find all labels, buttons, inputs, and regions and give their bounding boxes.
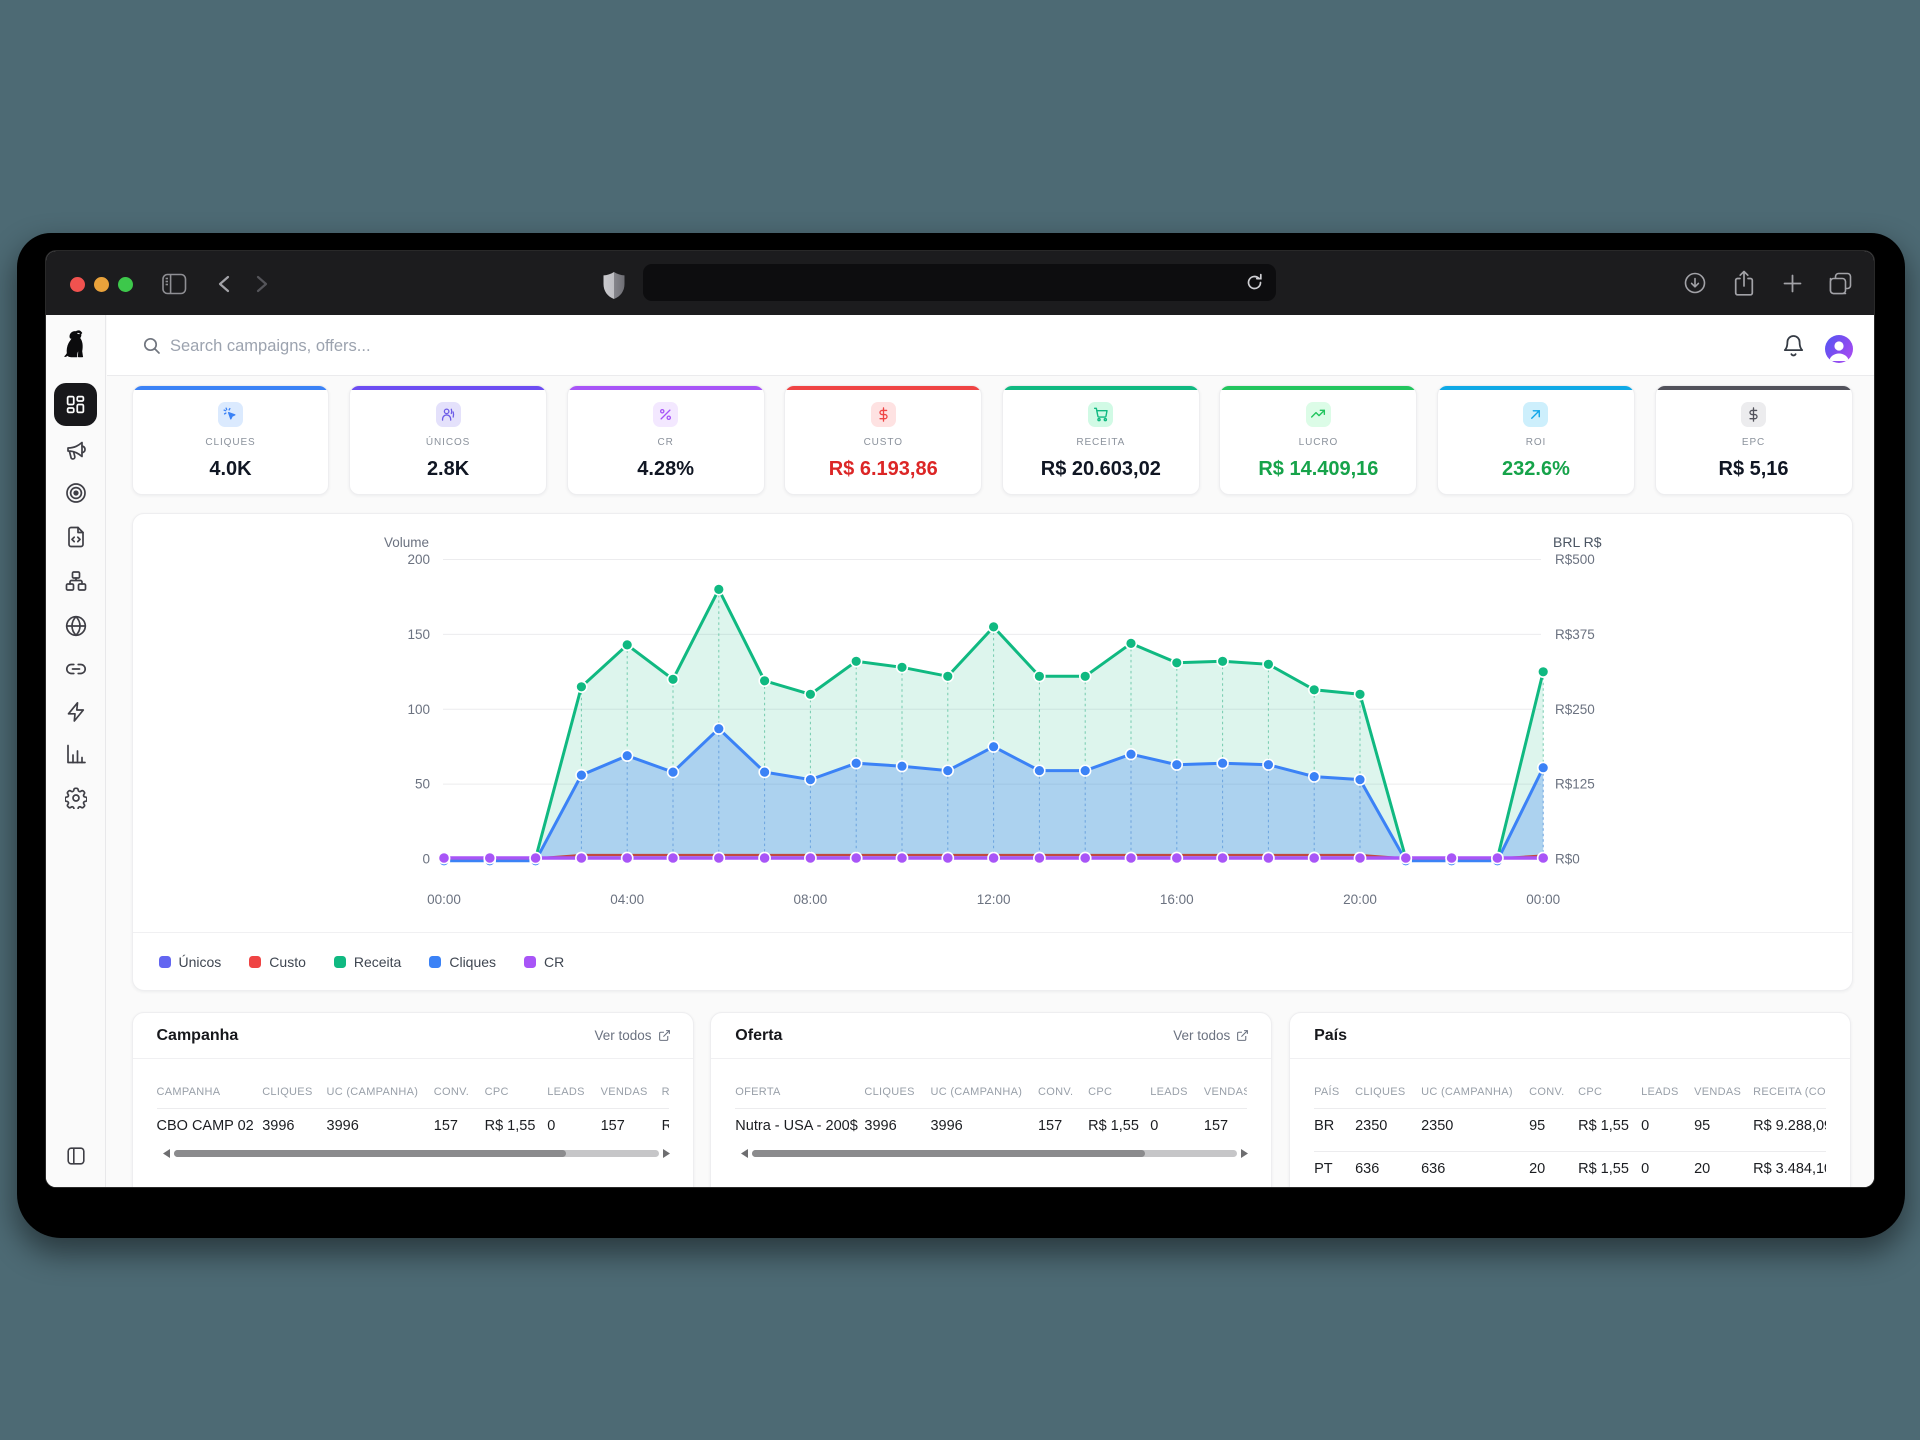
svg-text:50: 50 [414,777,429,792]
svg-text:00:00: 00:00 [1526,892,1560,907]
svg-text:150: 150 [407,627,430,642]
svg-text:04:00: 04:00 [610,892,644,907]
svg-text:100: 100 [407,702,430,717]
svg-text:BRL R$: BRL R$ [1553,534,1602,550]
svg-text:16:00: 16:00 [1159,892,1193,907]
svg-text:Volume: Volume [383,535,428,550]
svg-text:12:00: 12:00 [976,892,1010,907]
svg-text:R$500: R$500 [1555,552,1595,567]
svg-text:R$250: R$250 [1555,702,1595,717]
svg-text:R$0: R$0 [1555,852,1580,867]
svg-text:R$125: R$125 [1555,777,1595,792]
svg-text:08:00: 08:00 [793,892,827,907]
svg-text:00:00: 00:00 [427,892,461,907]
svg-text:R$375: R$375 [1555,627,1595,642]
svg-text:0: 0 [422,852,430,867]
svg-text:200: 200 [407,552,430,567]
svg-text:20:00: 20:00 [1343,892,1377,907]
